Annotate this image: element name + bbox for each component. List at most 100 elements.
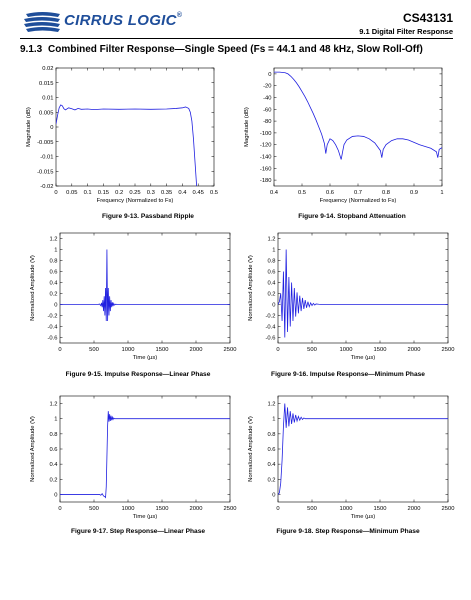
y-tick-label: 1 [272,417,275,423]
x-tick-label: 0.35 [161,190,172,196]
figure-caption: Figure 9-18. Step Response—Minimum Phase [276,528,420,535]
y-tick-label: -120 [260,143,272,149]
plot-frame [59,395,231,503]
x-axis-label: Time (µs) [351,514,375,520]
x-tick-label: 0.45 [193,190,204,196]
x-tick-label: 2000 [408,506,421,512]
x-tick-label: 0.3 [147,190,155,196]
x-tick-label: 0.7 [354,190,362,196]
y-tick-label: 0.005 [39,110,54,116]
figure-caption: Figure 9-17. Step Response—Linear Phase [70,528,206,535]
section-heading: 9.1.3 Combined Filter Response—Single Spe… [20,44,423,55]
x-tick-label: 0 [276,347,279,353]
y-tick-label: 1 [272,248,275,254]
x-tick-label: 2500 [442,506,455,512]
chart-step-minimum: 0 500 1000 1500 2000 2500 0 0.2 0.4 0.6 0.8 1 1.2 Tim… [248,395,455,520]
y-tick-label: 1.2 [267,237,275,243]
x-tick-label: 0 [276,506,279,512]
y-tick-label: -20 [263,84,271,90]
x-tick-label: 1000 [122,506,135,512]
y-tick-label: 0.4 [49,281,58,287]
header-rule [20,38,453,39]
x-tick-label: 500 [89,347,99,353]
y-axis-label: Normalized Amplitude (V) [30,255,36,321]
chart-passband-ripple: 0 0.05 0.1 0.15 0.2 0.25 0.3 0.35 0.4 0.45 0.5 -0.0… [26,66,218,204]
x-tick-label: 0.4 [178,190,187,196]
x-tick-label: 0.15 [98,190,109,196]
x-tick-label: 0.1 [84,190,92,196]
y-tick-label: 0.8 [267,259,275,265]
x-tick-label: 0.2 [115,190,123,196]
y-tick-label: 0 [54,492,57,498]
x-tick-label: 500 [307,347,317,353]
y-axis-label: Normalized Amplitude (V) [248,416,254,482]
section-title: Combined Filter Response—Single Speed (F… [48,44,423,55]
x-tick-label: 500 [307,506,317,512]
x-tick-label: 0.9 [410,190,418,196]
x-axis-label: Time (µs) [351,355,375,361]
y-tick-label: 0 [268,72,271,78]
x-tick-label: 1500 [374,347,387,353]
x-tick-label: 0.6 [326,190,334,196]
x-tick-label: 0.5 [298,190,306,196]
x-tick-label: 1000 [122,347,135,353]
x-tick-label: 2500 [224,506,237,512]
y-tick-label: -0.6 [48,336,58,342]
series-line [278,249,448,338]
y-tick-label: -100 [260,131,272,137]
part-number: CS43131 [402,11,453,25]
y-tick-label: 0 [50,125,53,131]
plot-frame [273,67,443,187]
x-axis-label: Time (µs) [133,355,157,361]
y-tick-label: 0.6 [49,270,57,276]
x-axis-label: Time (µs) [133,514,157,520]
y-tick-label: -0.2 [48,314,58,320]
y-tick-label: 0 [272,303,275,309]
y-tick-label: -0.02 [40,184,53,190]
y-tick-label: -60 [263,107,271,113]
x-tick-label: 0.8 [382,190,390,196]
y-tick-label: 1.2 [49,402,57,408]
y-tick-label: -0.4 [48,325,59,331]
y-tick-label: 0.2 [49,477,57,483]
series-line [274,71,442,160]
series-line [60,411,230,499]
x-tick-label: 0.5 [210,190,218,196]
y-tick-label: 0.2 [267,477,275,483]
y-tick-label: -80 [263,119,271,125]
x-tick-label: 2500 [442,347,455,353]
section-subtitle: 9.1 Digital Filter Response [359,27,453,36]
y-tick-label: -40 [263,96,271,102]
y-tick-label: 0.015 [39,81,54,87]
y-tick-label: -0.2 [266,314,276,320]
x-tick-label: 1500 [156,506,169,512]
x-tick-label: 2500 [224,347,237,353]
y-tick-label: 1 [54,248,57,254]
y-tick-label: 0.01 [42,96,53,102]
x-tick-label: 2000 [408,347,421,353]
plot-frame [55,67,215,187]
y-tick-label: 0.4 [267,281,276,287]
x-tick-label: 0.4 [270,190,279,196]
y-tick-label: 1 [54,417,57,423]
y-tick-label: 0 [272,492,275,498]
y-tick-label: 0.6 [267,447,275,453]
x-axis-label: Frequency (Normalized to Fs) [97,198,174,204]
y-tick-label: -0.6 [266,336,276,342]
plot-frame [59,232,231,344]
plot-frame [277,395,449,503]
figure-caption: Figure 9-16. Impulse Response—Minimum Ph… [271,371,425,378]
x-tick-label: 1000 [340,347,353,353]
y-tick-label: 0.8 [49,432,57,438]
x-tick-label: 0 [58,347,61,353]
y-tick-label: 1.2 [267,402,275,408]
y-tick-label: 1.2 [49,237,57,243]
chart-impulse-minimum: 0 500 1000 1500 2000 2500 -0.6 -0.4 -0.2 0 0.2 0.4 0… [248,232,455,361]
y-tick-label: 0.2 [267,292,275,298]
y-tick-label: 0.2 [49,292,57,298]
y-tick-label: 0.4 [49,462,58,468]
cirrus-logic-logo [24,12,60,32]
series-line [56,104,198,186]
y-tick-label: -0.005 [37,140,53,146]
x-tick-label: 2000 [190,347,203,353]
